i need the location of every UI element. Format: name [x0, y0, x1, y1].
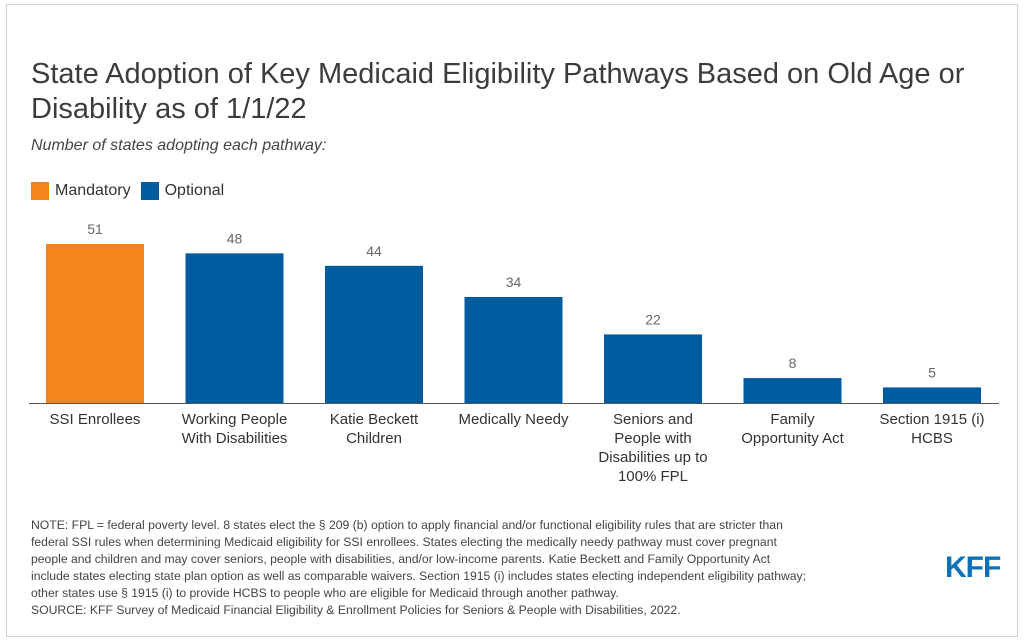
- legend-swatch-optional: [140, 182, 159, 200]
- bar: [743, 378, 842, 403]
- footnote-line: SOURCE: KFF Survey of Medicaid Financial…: [31, 603, 681, 617]
- legend-label-optional: Optional: [164, 182, 225, 199]
- legend-item-mandatory: Mandatory: [31, 182, 131, 200]
- bar: [464, 297, 563, 403]
- chart-subtitle: Number of states adopting each pathway:: [31, 137, 327, 154]
- category-label: Katie Beckett: [330, 411, 419, 428]
- bar: [604, 334, 702, 403]
- category-label: People with: [614, 430, 692, 447]
- category-label: HCBS: [911, 430, 953, 447]
- footnote-line: include states electing state plan optio…: [31, 569, 807, 583]
- legend-swatch-mandatory: [31, 182, 49, 200]
- data-label: 8: [789, 355, 797, 371]
- footnote-line: people and children and may cover senior…: [31, 552, 771, 566]
- bar: [46, 244, 144, 403]
- category-label: Disabilities up to: [598, 449, 707, 466]
- legend-label-mandatory: Mandatory: [55, 182, 131, 199]
- data-label: 22: [645, 311, 661, 327]
- chart-title: State Adoption of Key Medicaid Eligibili…: [31, 58, 965, 125]
- category-label: Children: [346, 430, 402, 447]
- footnote: NOTE: FPL = federal poverty level. 8 sta…: [31, 517, 921, 619]
- bar: [185, 253, 284, 403]
- footnote-line: federal SSI rules when determining Medic…: [31, 535, 777, 549]
- category-label: 100% FPL: [618, 468, 688, 485]
- kff-logo: KFF: [945, 551, 1001, 584]
- bar: [325, 265, 423, 403]
- data-label: 34: [506, 274, 522, 290]
- category-label: Opportunity Act: [741, 430, 844, 447]
- category-label: With Disabilities: [182, 430, 288, 447]
- chart-frame: State Adoption of Key Medicaid Eligibili…: [6, 4, 1018, 637]
- category-label: Family: [770, 411, 815, 428]
- footnote-line: other states use § 1915 (i) to provide H…: [31, 586, 619, 600]
- category-label: Section 1915 (i): [879, 411, 984, 428]
- category-label: Working People: [182, 411, 288, 428]
- bar: [883, 387, 981, 403]
- data-label: 44: [366, 243, 382, 259]
- category-label: SSI Enrollees: [50, 411, 141, 428]
- footnote-line: NOTE: FPL = federal poverty level. 8 sta…: [31, 518, 783, 532]
- category-label: Seniors and: [613, 411, 693, 428]
- bar-chart: 51 SSI Enrollees 48 Working People With Disa…: [29, 221, 999, 485]
- legend-item-optional: Optional: [140, 182, 225, 200]
- category-label: Medically Needy: [458, 411, 569, 428]
- data-label: 51: [87, 221, 103, 237]
- legend: Mandatory Optional: [31, 182, 234, 200]
- data-label: 48: [227, 230, 243, 246]
- data-label: 5: [928, 364, 936, 380]
